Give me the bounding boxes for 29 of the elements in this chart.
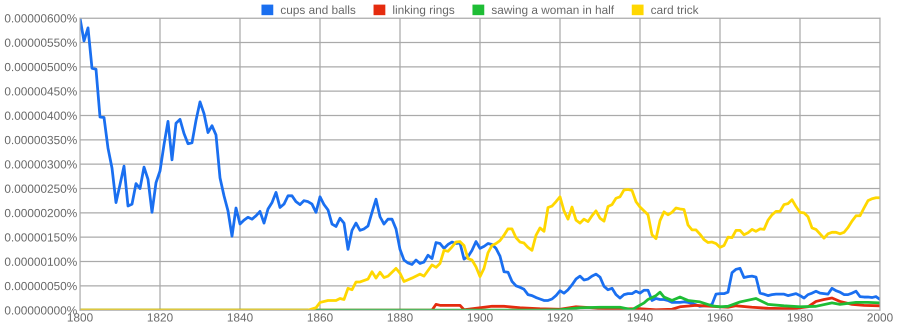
x-tick-label: 1920	[548, 313, 573, 322]
x-tick-label: 1940	[628, 313, 653, 322]
legend-label: card trick	[651, 5, 699, 14]
y-tick-label: 0.00000350%	[4, 136, 77, 144]
y-tick-label: 0.00000250%	[4, 184, 77, 193]
x-tick-label: 2000	[867, 313, 893, 322]
y-tick-label: 0.00000500%	[4, 62, 77, 72]
y-tick-label: 0.00000600%	[4, 14, 77, 23]
x-tick-label: 1820	[148, 313, 173, 322]
y-tick-label: 0.00000150%	[4, 233, 77, 242]
x-tick-label: 1900	[468, 313, 493, 322]
y-tick-label: 0.00000550%	[4, 38, 77, 47]
x-tick-label: 1840	[228, 313, 253, 322]
x-tick-label: 1860	[308, 313, 333, 322]
legend-label: linking rings	[393, 5, 454, 16]
y-tick-label: 0.00000200%	[4, 208, 77, 218]
legend-label: cups and balls	[280, 5, 356, 16]
x-tick-label: 1980	[788, 313, 813, 322]
x-tick-label: 1880	[388, 313, 413, 322]
y-tick-label: 0.00000050%	[4, 282, 77, 290]
y-tick-label: 0.00000400%	[4, 112, 77, 120]
y-tick-label: 0.00000000%	[4, 306, 77, 315]
x-tick-label: 1800	[68, 313, 93, 322]
y-tick-label: 0.00000450%	[4, 87, 77, 96]
y-tick-label: 0.00000300%	[4, 160, 77, 169]
x-tick-label: 1960	[708, 313, 733, 322]
y-tick-label: 0.00000100%	[4, 258, 77, 266]
legend-label: sawing a woman in half	[492, 5, 614, 16]
line-series	[80, 18, 880, 308]
